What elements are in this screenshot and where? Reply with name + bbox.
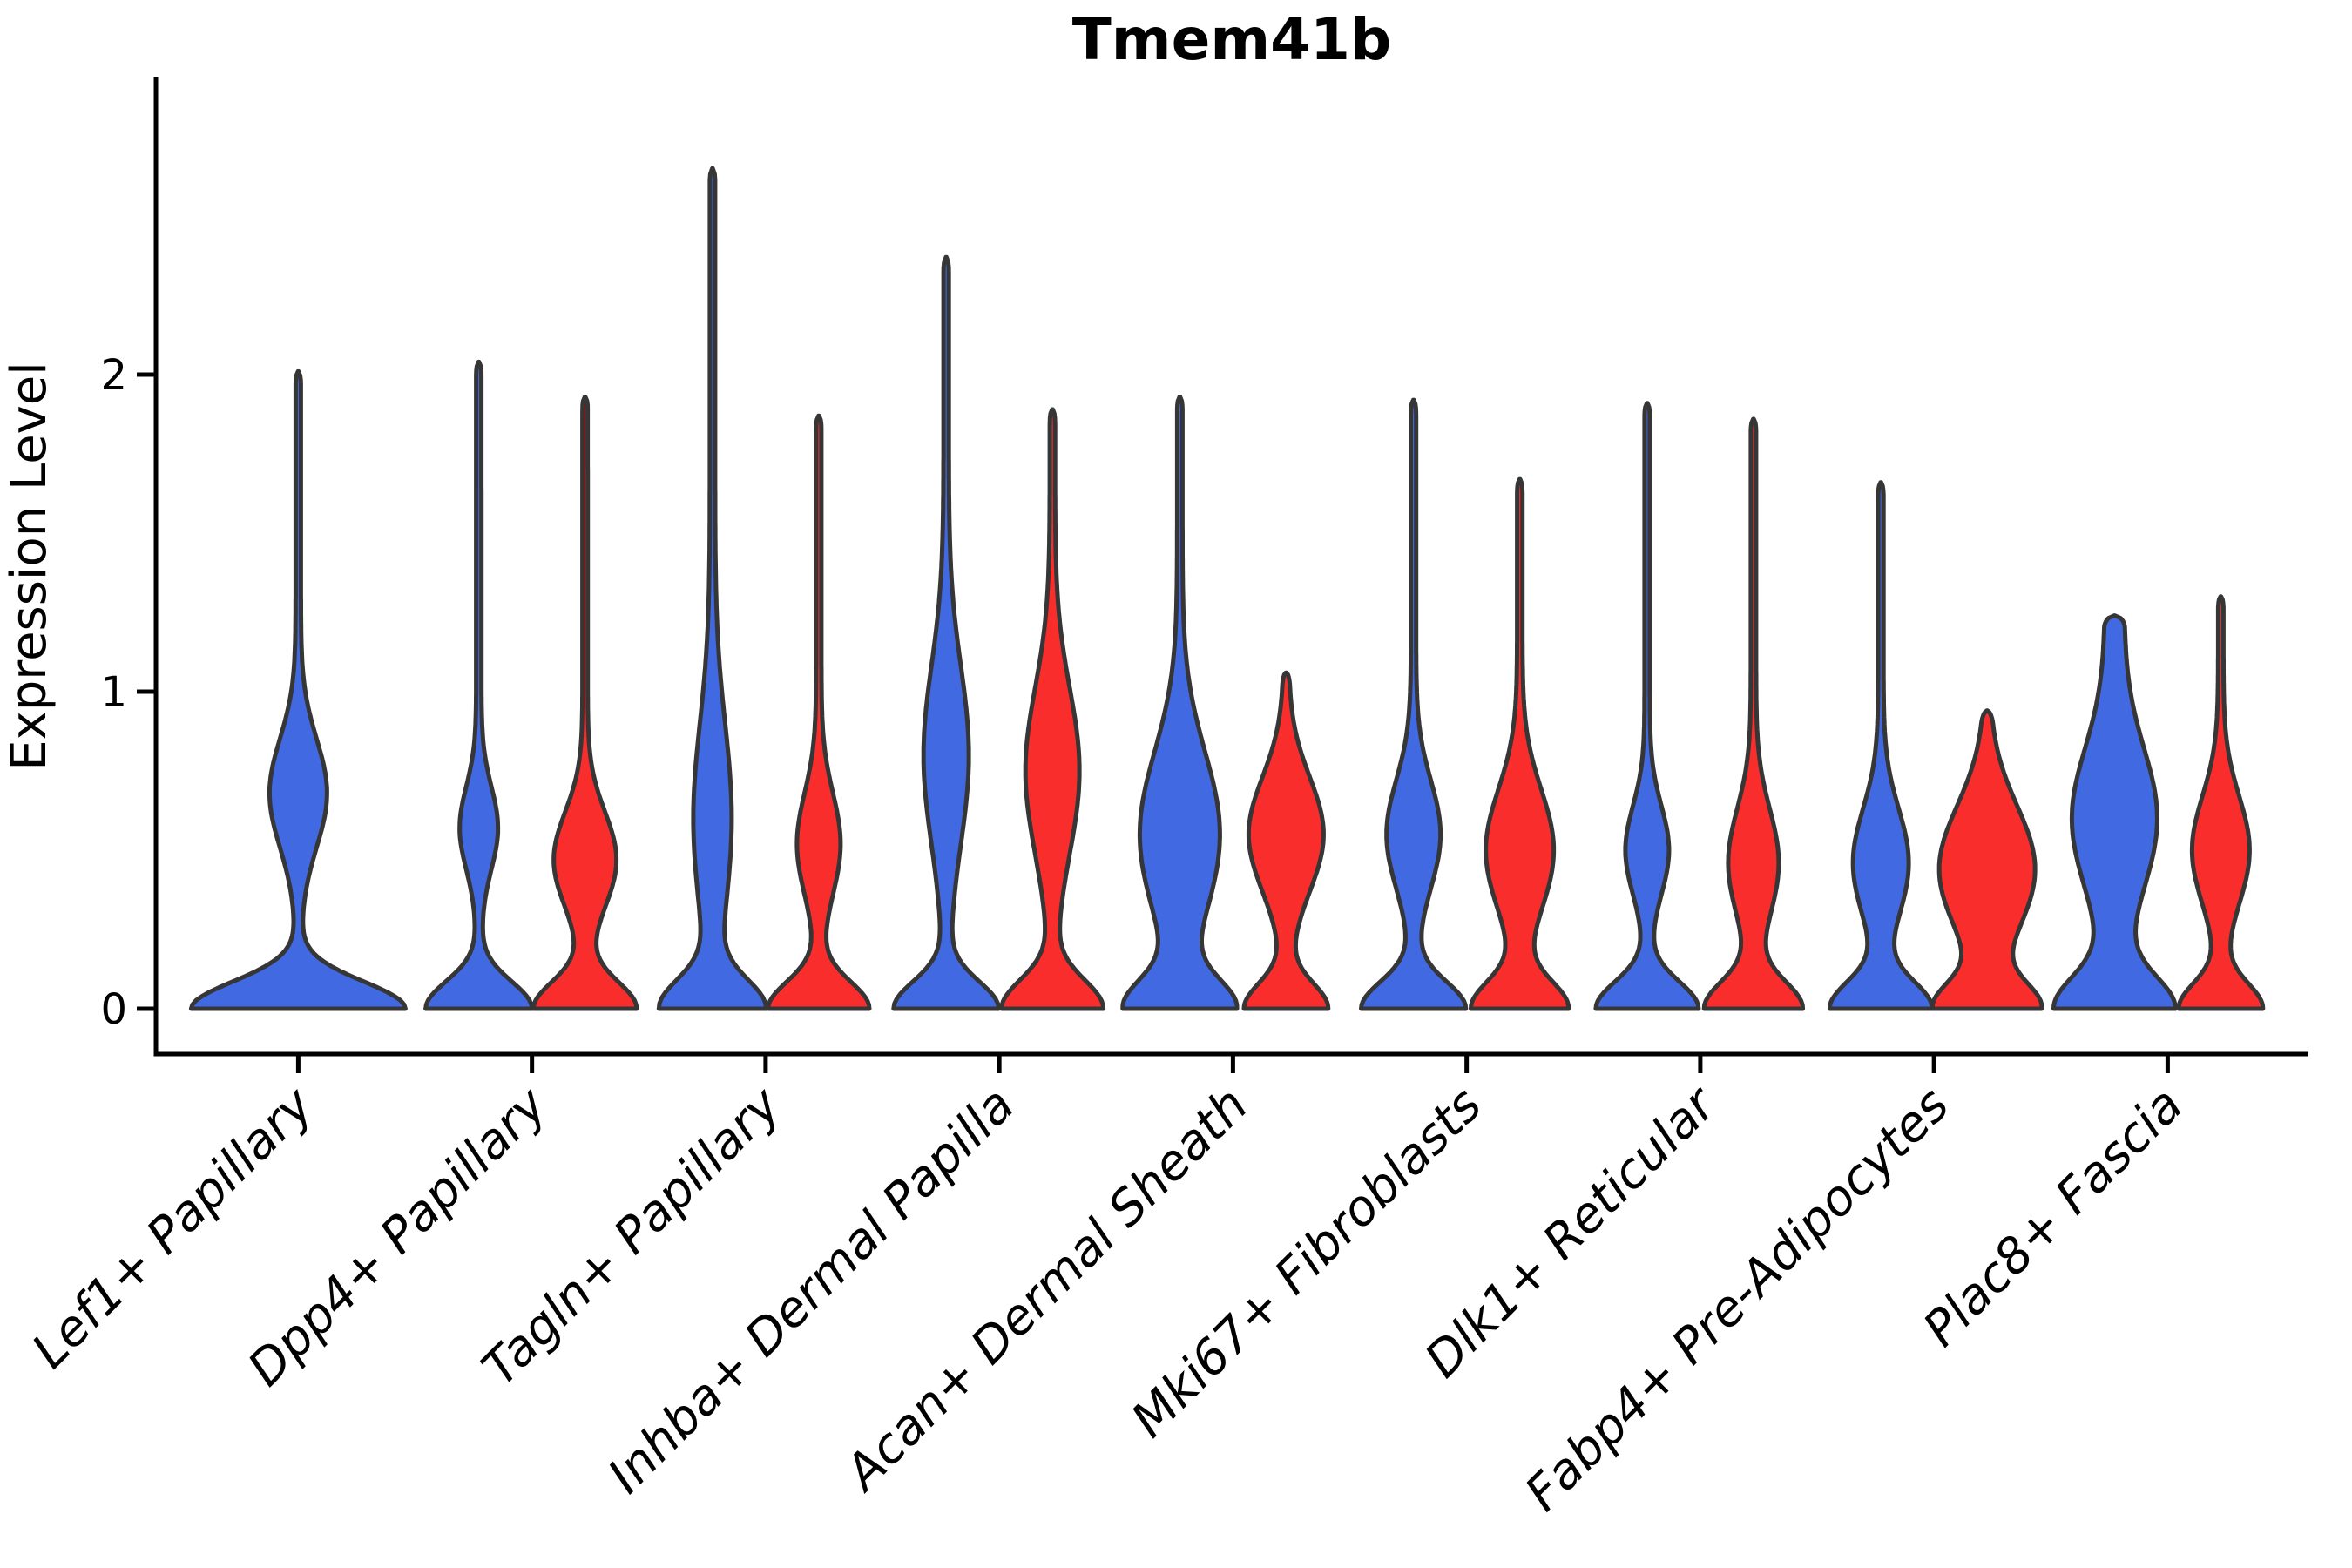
violin-red	[1469, 476, 1571, 1011]
x-tick-label: Fabp4+ Pre-Adipocytes	[1515, 1077, 1960, 1522]
violin-blue	[1359, 397, 1469, 1011]
violin-blue	[1120, 395, 1240, 1011]
violin-red	[1241, 670, 1331, 1011]
violin-red	[1930, 708, 2044, 1011]
x-tick-label: Inhba+ Dermal Papilla	[598, 1077, 1025, 1504]
violin-blue	[1827, 480, 1935, 1011]
y-ticks-layer: 0 1 2	[100, 351, 156, 1034]
x-tick-label: Acan+ Dermal Sheath	[833, 1077, 1259, 1503]
violin-red	[1701, 416, 1806, 1011]
violin-red	[531, 395, 639, 1011]
chart-title: Tmem41b	[1072, 6, 1391, 73]
y-axis-label: Expression Level	[1, 362, 57, 771]
y-tick-label: 2	[100, 351, 127, 400]
y-tick-label: 1	[100, 668, 127, 717]
violin-blue	[656, 166, 768, 1011]
violin-blue	[423, 359, 535, 1011]
violins-layer	[188, 166, 2266, 1011]
violin-red	[766, 413, 872, 1011]
violin-red	[999, 407, 1106, 1011]
violin-red	[2176, 594, 2266, 1011]
y-tick-label: 0	[100, 985, 127, 1034]
violin-blue	[1593, 401, 1701, 1011]
violin-blue	[891, 254, 1001, 1011]
violin-blue	[2051, 613, 2178, 1011]
violin-blue	[188, 368, 408, 1011]
